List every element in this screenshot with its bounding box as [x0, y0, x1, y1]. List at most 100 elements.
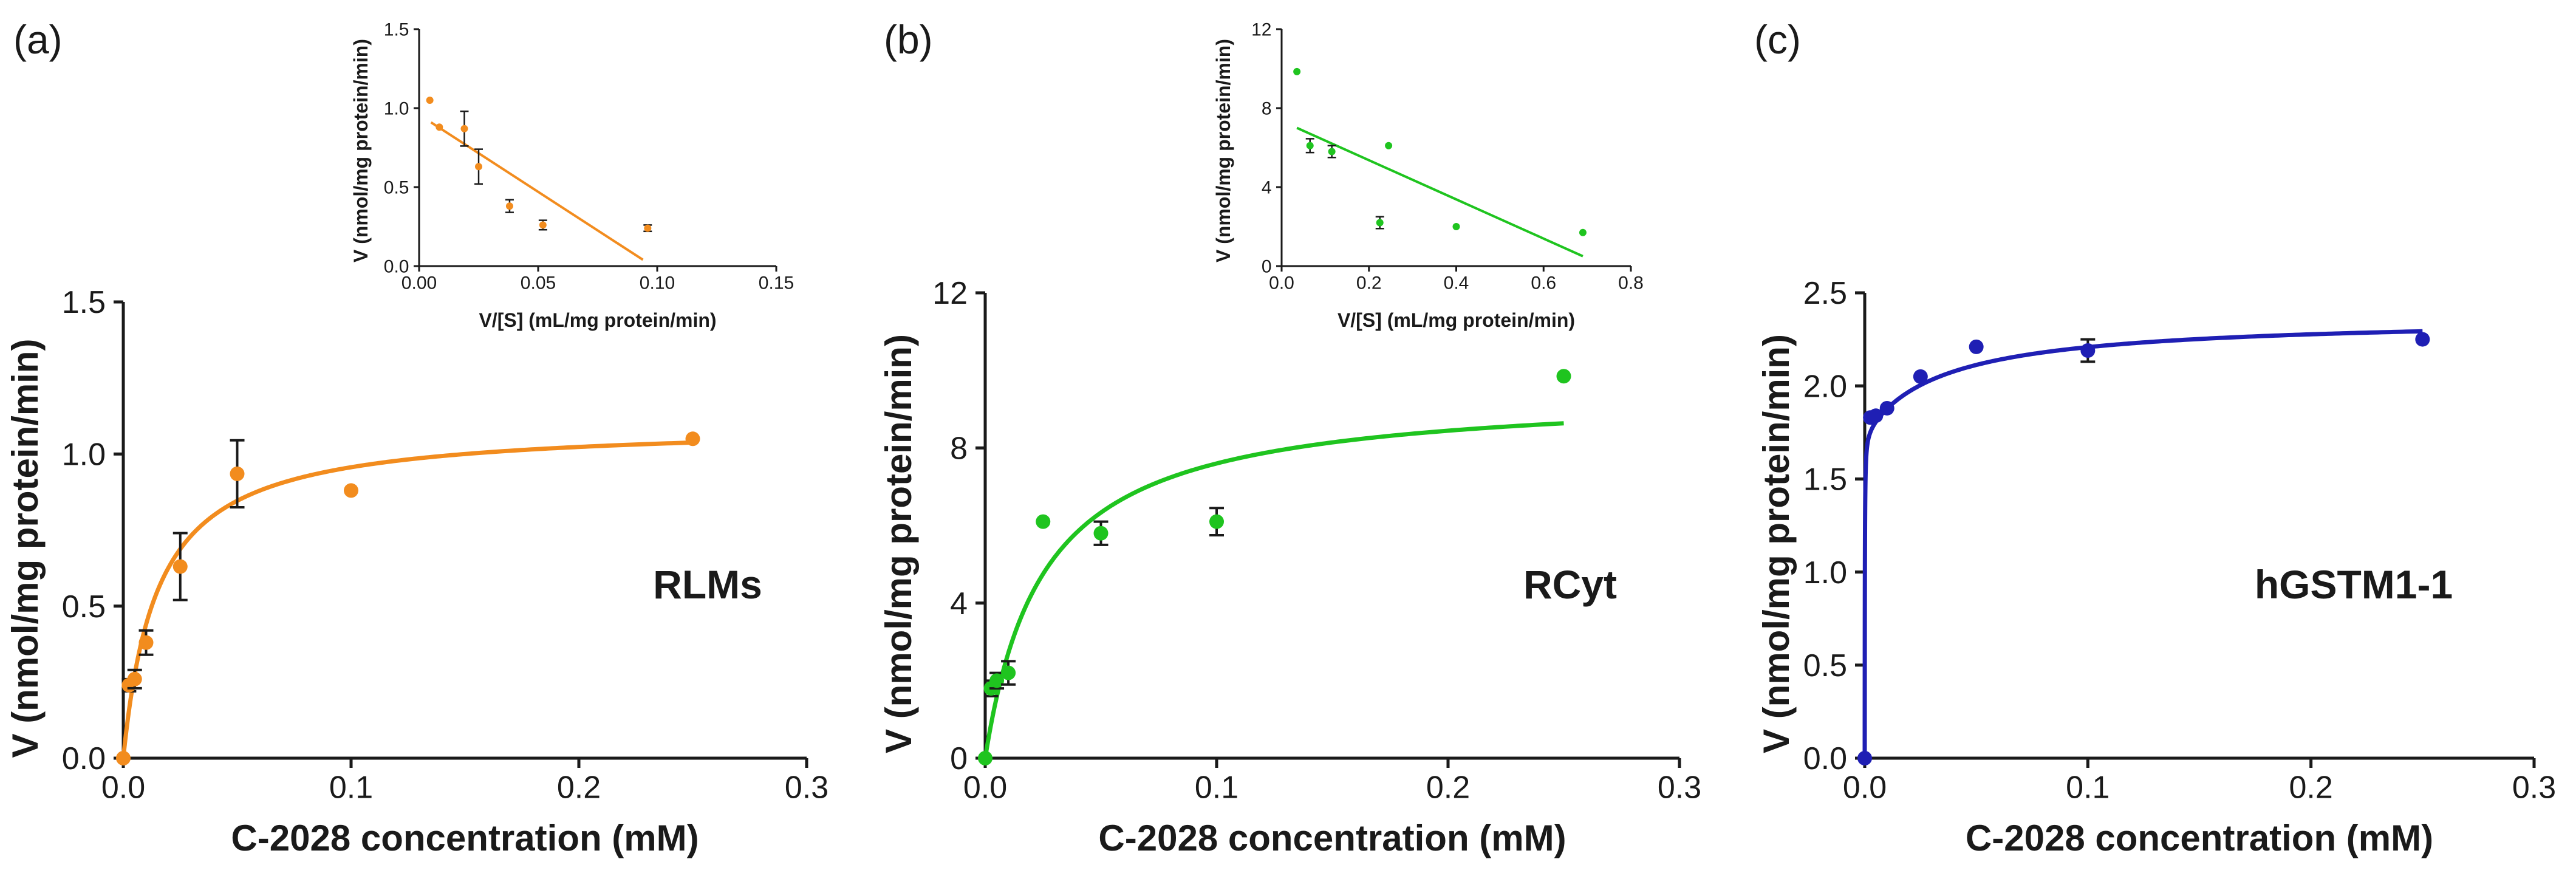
- x-tick-label: 0.3: [1658, 770, 1701, 805]
- data-point: [1036, 514, 1051, 529]
- inset-x-axis-title: V/[S] (mL/mg protein/min): [479, 309, 716, 331]
- x-tick-label: 0.0: [1269, 273, 1294, 293]
- chart-panel-a: 0.0 0.1 0.2 0.3 0.0 0.5 1.0 1.5 C-2028 concentra…: [5, 17, 828, 858]
- y-tick-label: 4: [1262, 178, 1272, 198]
- chart-panel-b: 0.0 0.1 0.2 0.3 0 4 8 12 C-2028 concentration (m…: [878, 17, 1701, 858]
- y-tick-label: 0.5: [62, 589, 106, 625]
- inset-chart: 0.0 0.2 0.4 0.6 0.8 0 4 8 12 V/[S] (mL/mg protein…: [1212, 20, 1644, 332]
- data-point: [475, 163, 482, 171]
- y-tick-label: 2.0: [1803, 369, 1847, 404]
- y-tick-label: 8: [950, 431, 968, 467]
- data-point: [138, 635, 154, 650]
- inset-y-axis-title: V (nmol/mg protein/min): [1212, 39, 1234, 262]
- data-point: [1328, 148, 1336, 156]
- y-tick-label: 0.0: [62, 741, 106, 776]
- x-tick-label: 0.1: [2066, 770, 2110, 805]
- y-tick-label: 12: [932, 276, 968, 311]
- data-point: [116, 751, 131, 765]
- x-tick-label: 0.2: [557, 770, 601, 805]
- y-tick-label: 8: [1262, 99, 1272, 119]
- x-tick-label: 0.1: [329, 770, 373, 805]
- data-point: [1857, 751, 1872, 765]
- y-tick-label: 1.0: [384, 99, 409, 119]
- inset-y-axis-title: V (nmol/mg protein/min): [350, 39, 372, 262]
- y-axis-title: V (nmol/mg protein/min): [878, 334, 919, 753]
- y-tick-label: 12: [1251, 20, 1271, 40]
- panel-label: (b): [884, 17, 933, 62]
- data-point: [2080, 343, 2096, 358]
- y-tick-label: 1.5: [62, 285, 106, 320]
- panel-label: (c): [1754, 17, 1801, 62]
- x-tick-label: 0.0: [101, 770, 145, 805]
- data-point: [1579, 228, 1587, 236]
- sample-label: RLMs: [653, 562, 762, 607]
- x-tick-label: 0.4: [1444, 273, 1469, 293]
- data-point: [1868, 408, 1884, 423]
- data-point: [1969, 339, 1984, 354]
- fit-curve: [1862, 329, 2423, 761]
- y-tick-label: 1.0: [62, 437, 106, 473]
- y-tick-label: 1.5: [384, 20, 409, 40]
- data-point: [230, 466, 245, 481]
- x-tick-label: 0.8: [1618, 273, 1644, 293]
- data-point: [505, 202, 513, 210]
- x-axis-title: C-2028 concentration (mM): [1098, 818, 1566, 858]
- y-tick-label: 0.5: [384, 178, 409, 198]
- y-tick-label: 2.5: [1803, 276, 1847, 311]
- data-point: [1293, 67, 1301, 75]
- data-point: [460, 125, 468, 132]
- x-tick-label: 0.2: [1356, 273, 1382, 293]
- data-point: [685, 431, 700, 447]
- data-point: [1376, 219, 1384, 227]
- x-tick-label: 0.1: [1195, 770, 1238, 805]
- y-tick-label: 4: [950, 586, 968, 621]
- y-tick-label: 0: [950, 741, 968, 776]
- x-tick-label: 0.00: [401, 273, 437, 293]
- y-tick-label: 0.5: [1803, 648, 1847, 683]
- y-tick-label: 0.0: [384, 257, 409, 277]
- data-point: [1556, 369, 1571, 384]
- x-tick-label: 0.10: [640, 273, 675, 293]
- data-point: [1385, 142, 1393, 149]
- x-axis-title: C-2028 concentration (mM): [1966, 818, 2433, 858]
- x-tick-label: 0.3: [785, 770, 828, 805]
- x-tick-label: 0.3: [2512, 770, 2556, 805]
- x-tick-label: 0.0: [963, 770, 1007, 805]
- x-tick-label: 0.15: [759, 273, 794, 293]
- x-tick-label: 0.05: [521, 273, 556, 293]
- data-point: [989, 673, 1005, 688]
- inset-x-axis-title: V/[S] (mL/mg protein/min): [1338, 309, 1575, 331]
- inset-fit-line: [430, 121, 644, 261]
- y-tick-label: 0.0: [1803, 741, 1847, 776]
- data-point: [1879, 400, 1894, 416]
- x-axis-title: C-2028 concentration (mM): [231, 818, 699, 858]
- y-tick-label: 1.5: [1803, 462, 1847, 498]
- data-point: [426, 97, 434, 104]
- data-point: [1093, 526, 1109, 541]
- data-point: [173, 559, 188, 574]
- chart-panel-c: 0.0 0.1 0.2 0.3 0.0 0.5 1.0 1.5 2.0 2.5 C-2028 con…: [1754, 17, 2556, 858]
- data-point: [539, 221, 547, 229]
- data-point: [1913, 369, 1928, 384]
- y-axis-title: V (nmol/mg protein/min): [5, 339, 46, 758]
- y-axis-title: V (nmol/mg protein/min): [1756, 334, 1797, 753]
- data-point: [1209, 514, 1224, 529]
- data-point: [978, 751, 992, 765]
- y-tick-label: 1.0: [1803, 555, 1847, 591]
- data-point: [644, 224, 652, 232]
- inset-fit-line: [1296, 126, 1584, 258]
- data-point: [344, 483, 358, 498]
- x-tick-label: 0.2: [2289, 770, 2333, 805]
- sample-label: RCyt: [1523, 562, 1617, 607]
- data-point: [127, 671, 142, 686]
- x-tick-label: 0.2: [1426, 770, 1470, 805]
- data-point: [2415, 332, 2430, 347]
- data-point: [1306, 142, 1314, 149]
- inset-chart: 0.00 0.05 0.10 0.15 0.0 0.5 1.0 1.5 V/[S] (mL/mg…: [350, 20, 794, 332]
- data-point: [1001, 665, 1016, 680]
- x-tick-label: 0.6: [1531, 273, 1556, 293]
- data-point: [1452, 223, 1460, 230]
- panel-label: (a): [13, 17, 63, 62]
- fit-curve: [121, 440, 693, 761]
